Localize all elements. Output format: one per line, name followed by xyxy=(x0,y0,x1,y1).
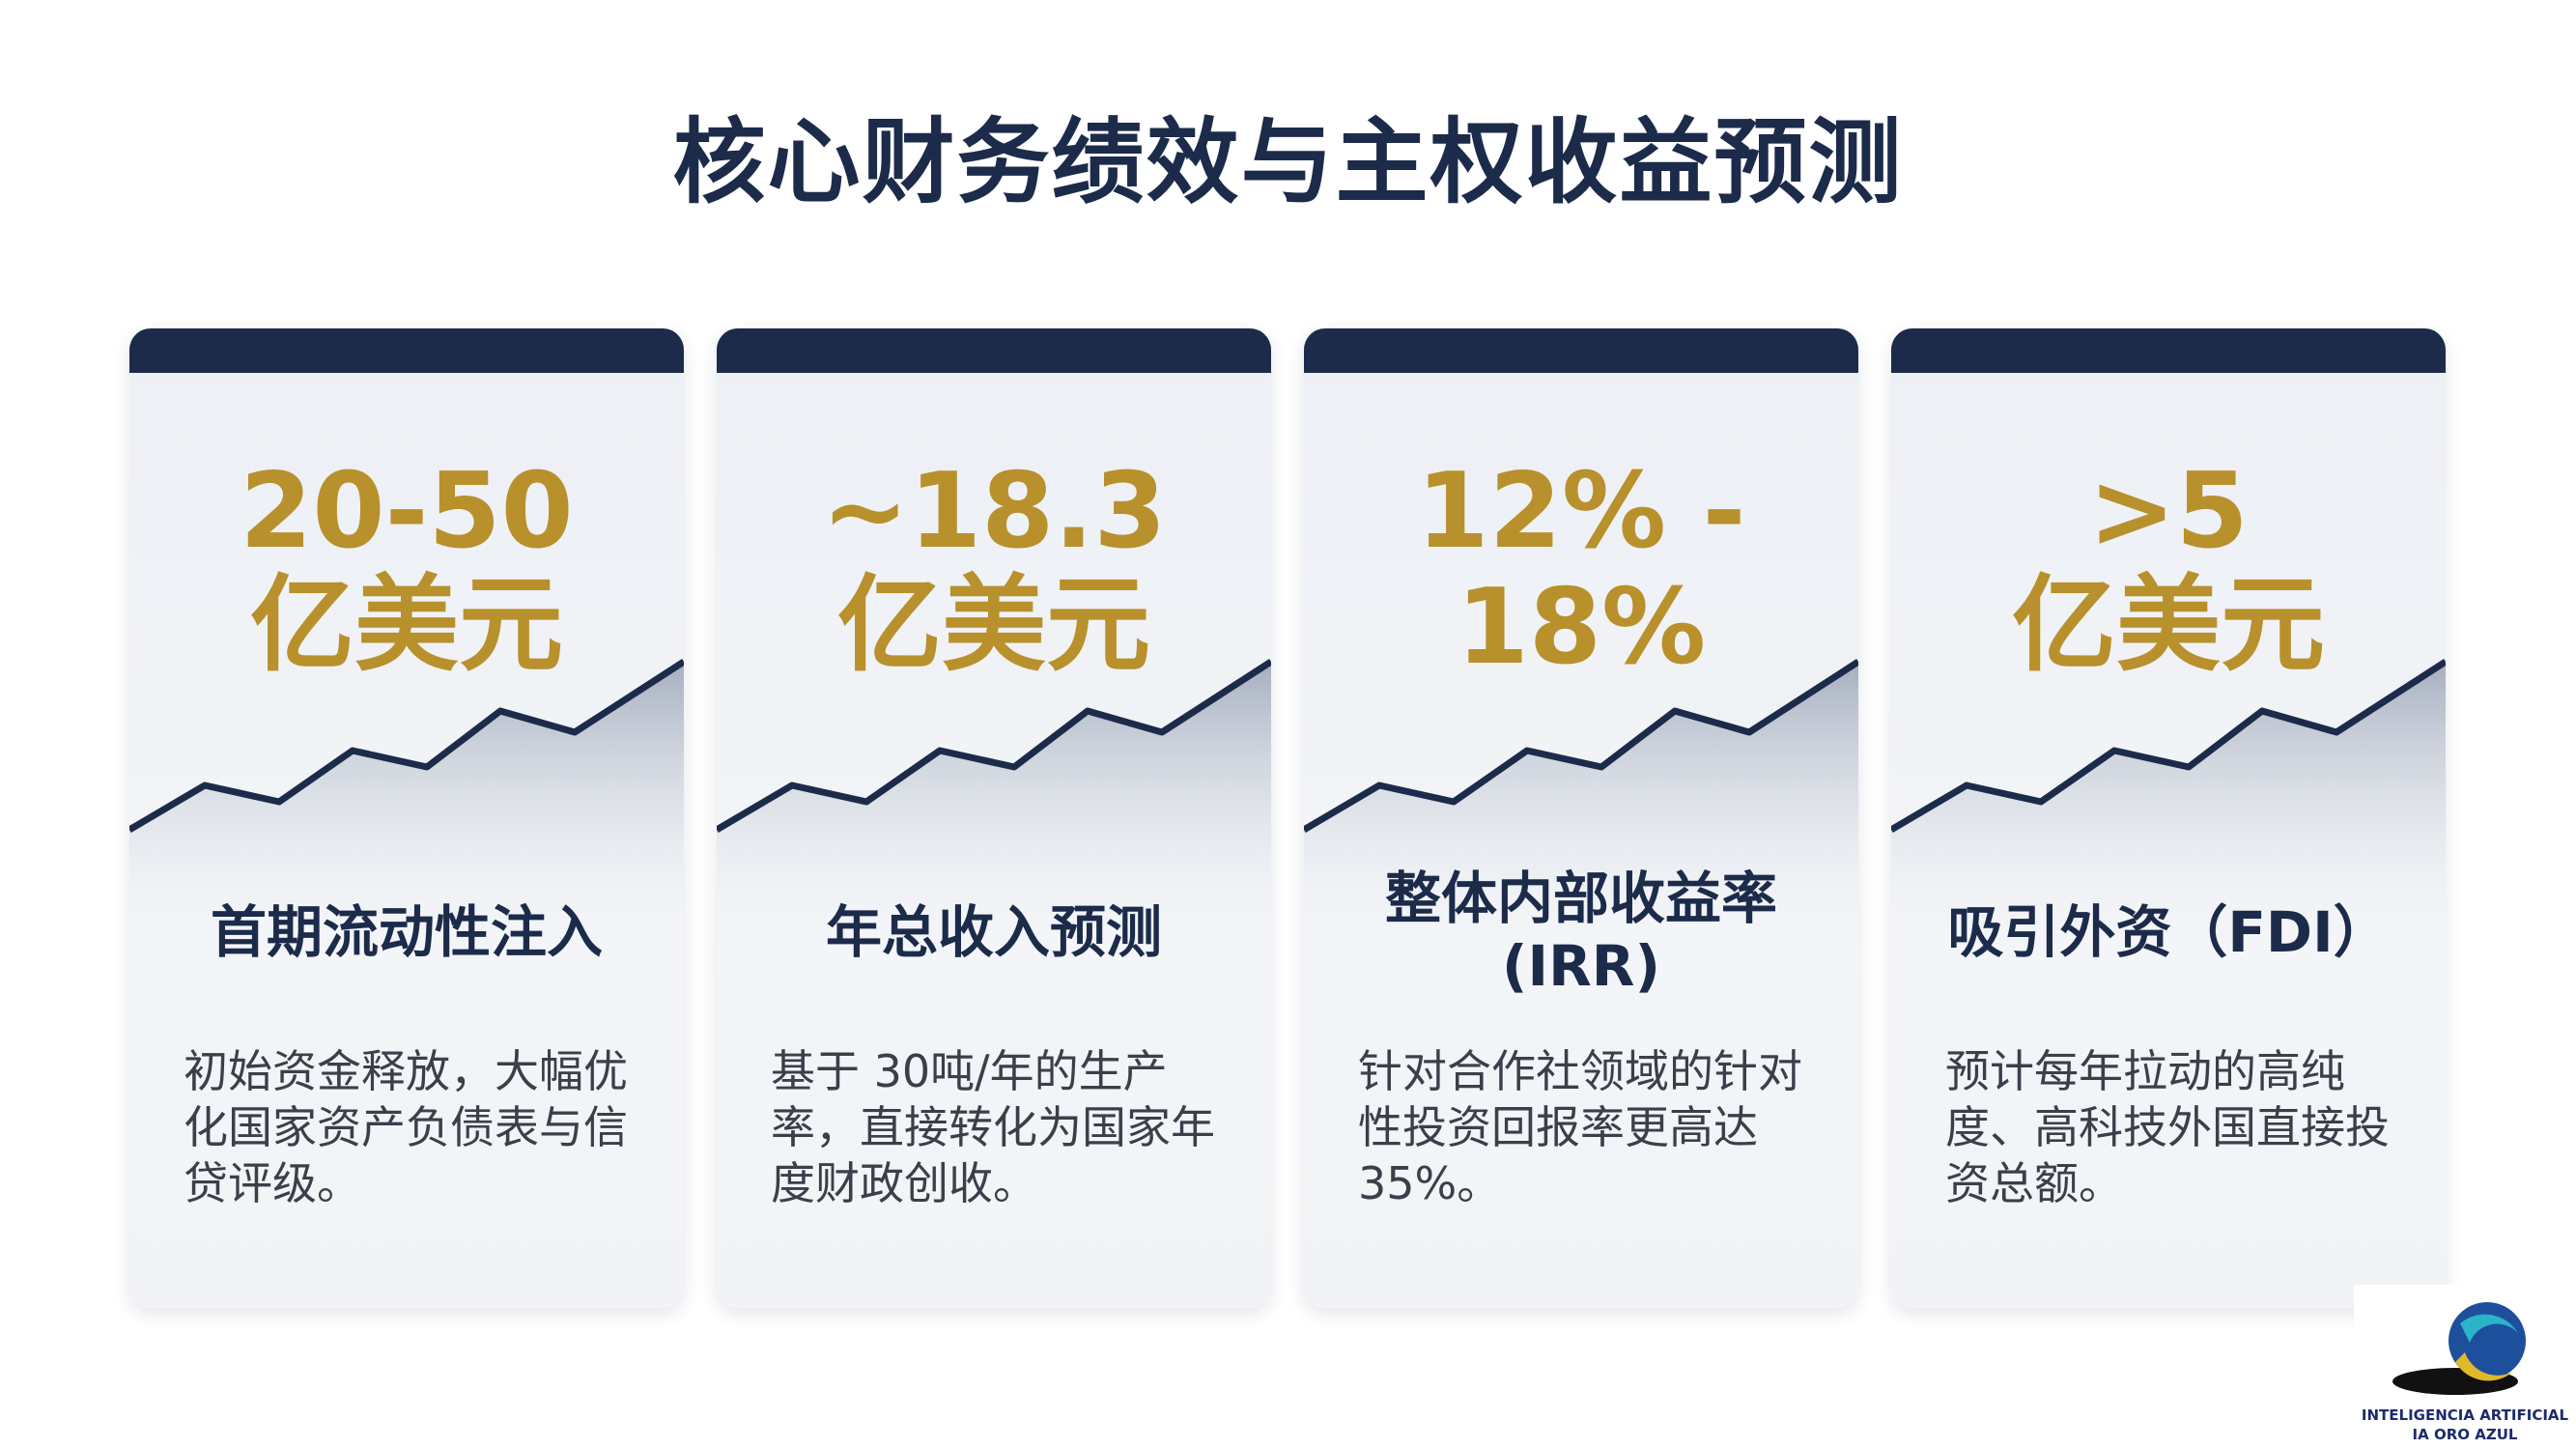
logo-swoosh xyxy=(2460,1314,2518,1343)
card-header-bar xyxy=(1891,328,2446,373)
card: >5 亿美元吸引外资（FDI） 预计每年拉动的高纯度、高科技外国直接投资总额。 xyxy=(1891,328,2446,1308)
trend-graphic xyxy=(129,659,684,947)
trend-graphic xyxy=(1304,659,1858,947)
card-header-bar xyxy=(1304,328,1858,373)
trend-graphic xyxy=(717,659,1271,947)
trend-area xyxy=(1891,662,2446,947)
key-figure: 亿美元 xyxy=(249,565,563,686)
title: 核心财务绩效与主权收益预测 xyxy=(672,108,1904,216)
card-heading: 吸引外资（FDI） xyxy=(1947,899,2390,965)
key-figure: >5 xyxy=(2088,451,2249,572)
key-figure: 亿美元 xyxy=(2011,565,2325,686)
card-heading: (IRR) xyxy=(1502,933,1660,999)
card-header-bar xyxy=(129,328,684,373)
trend-line xyxy=(1304,659,1858,834)
card: ~18.3 亿美元年总收入预测基于 30吨/年的生产率，直接转化为国家年度财政创收… xyxy=(717,328,1271,1308)
card: 12% - 18% 整体内部收益率 (IRR) 针对合作社领域的针对性投资回报率更高达… xyxy=(1304,328,1858,1308)
card: 20-50 亿美元首期流动性注入初始资金释放，大幅优化国家资产负债表与信贷评级。 xyxy=(129,328,684,1308)
card-body: 针对合作社领域的针对性投资回报率更高达35%。 xyxy=(1358,1045,1802,1209)
card-body: 初始资金释放，大幅优化国家资产负债表与信贷评级。 xyxy=(184,1045,628,1209)
card-header-bar xyxy=(717,328,1271,373)
card-body: 基于 30吨/年的生产率，直接转化为国家年度财政创收。 xyxy=(771,1045,1215,1209)
logo-text: IA ORO AZUL xyxy=(2412,1426,2518,1443)
logo-swoosh xyxy=(2455,1352,2513,1381)
key-figure: 20-50 xyxy=(240,451,574,572)
card-body: 预计每年拉动的高纯度、高科技外国直接投资总额。 xyxy=(1945,1045,2390,1209)
trend-line xyxy=(129,659,684,834)
trend-area xyxy=(717,662,1271,947)
key-figure: 12% - 18% xyxy=(1416,451,1746,688)
card-heading: 整体内部收益率 xyxy=(1384,866,1777,931)
logo-icon xyxy=(2392,1302,2526,1395)
trend-area xyxy=(1304,662,1858,947)
card-heading: 首期流动性注入 xyxy=(210,899,603,965)
trend-line xyxy=(717,659,1271,834)
card-heading: 年总收入预测 xyxy=(825,899,1162,965)
trend-graphic xyxy=(1891,659,2446,947)
key-figure: 亿美元 xyxy=(836,565,1150,686)
logo-text: INTELIGENCIA ARTIFICIAL xyxy=(2361,1406,2569,1424)
trend-line xyxy=(1891,659,2446,834)
trend-area xyxy=(129,662,684,947)
key-figure: ~18.3 xyxy=(821,451,1167,572)
logo: INTELIGENCIA ARTIFICIAL IA ORO AZUL xyxy=(2354,1285,2576,1449)
